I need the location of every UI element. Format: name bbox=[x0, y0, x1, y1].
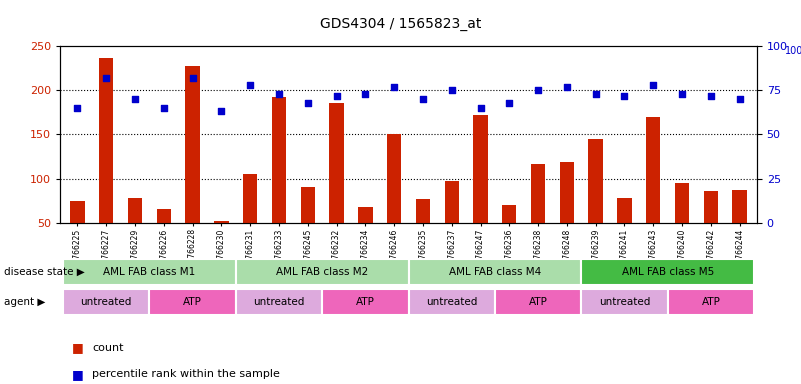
Bar bbox=[416, 199, 430, 223]
Bar bbox=[582, 259, 754, 285]
Text: untreated: untreated bbox=[426, 297, 477, 308]
Bar bbox=[589, 139, 603, 223]
Bar bbox=[618, 198, 632, 223]
Bar bbox=[272, 97, 286, 223]
Point bbox=[301, 99, 314, 106]
Bar bbox=[473, 115, 488, 223]
Point bbox=[676, 91, 689, 97]
Point bbox=[733, 96, 746, 102]
Bar bbox=[582, 290, 668, 315]
Text: GDS4304 / 1565823_at: GDS4304 / 1565823_at bbox=[320, 17, 481, 31]
Text: AML FAB class M1: AML FAB class M1 bbox=[103, 266, 195, 277]
Point bbox=[445, 87, 458, 93]
Point bbox=[532, 87, 545, 93]
Point bbox=[272, 91, 285, 97]
Text: ATP: ATP bbox=[183, 297, 202, 308]
Bar bbox=[149, 290, 235, 315]
Point bbox=[359, 91, 372, 97]
Bar bbox=[99, 58, 114, 223]
Text: ATP: ATP bbox=[702, 297, 720, 308]
Point bbox=[618, 93, 631, 99]
Text: ATP: ATP bbox=[356, 297, 375, 308]
Point bbox=[100, 75, 113, 81]
Bar bbox=[235, 259, 409, 285]
Point bbox=[503, 99, 516, 106]
Bar bbox=[185, 66, 199, 223]
Text: ATP: ATP bbox=[529, 297, 548, 308]
Point bbox=[704, 93, 717, 99]
Text: percentile rank within the sample: percentile rank within the sample bbox=[92, 369, 280, 379]
Point bbox=[128, 96, 141, 102]
Bar bbox=[445, 181, 459, 223]
Bar bbox=[387, 134, 401, 223]
Bar bbox=[560, 162, 574, 223]
Bar bbox=[127, 198, 142, 223]
Bar bbox=[329, 104, 344, 223]
Bar bbox=[243, 174, 257, 223]
Bar bbox=[646, 117, 661, 223]
Text: untreated: untreated bbox=[80, 297, 132, 308]
Point bbox=[330, 93, 343, 99]
Point bbox=[157, 105, 170, 111]
Bar bbox=[214, 221, 228, 223]
Point bbox=[590, 91, 602, 97]
Bar bbox=[703, 191, 718, 223]
Bar bbox=[63, 259, 235, 285]
Text: count: count bbox=[92, 343, 123, 353]
Point bbox=[186, 75, 199, 81]
Point bbox=[561, 84, 574, 90]
Bar bbox=[502, 205, 517, 223]
Point bbox=[71, 105, 84, 111]
Text: disease state ▶: disease state ▶ bbox=[4, 266, 85, 277]
Bar bbox=[70, 200, 85, 223]
Bar bbox=[409, 259, 582, 285]
Bar bbox=[732, 190, 747, 223]
Point bbox=[244, 82, 256, 88]
Text: untreated: untreated bbox=[253, 297, 304, 308]
Bar bbox=[63, 290, 149, 315]
Point bbox=[417, 96, 429, 102]
Bar bbox=[668, 290, 754, 315]
Text: AML FAB class M2: AML FAB class M2 bbox=[276, 266, 368, 277]
Bar bbox=[531, 164, 545, 223]
Point bbox=[474, 105, 487, 111]
Point bbox=[215, 108, 227, 114]
Point bbox=[388, 84, 400, 90]
Text: AML FAB class M5: AML FAB class M5 bbox=[622, 266, 714, 277]
Bar bbox=[409, 290, 495, 315]
Text: agent ▶: agent ▶ bbox=[4, 297, 46, 308]
Bar bbox=[358, 207, 372, 223]
Bar bbox=[235, 290, 322, 315]
Bar bbox=[495, 290, 582, 315]
Bar bbox=[300, 187, 315, 223]
Text: 100%: 100% bbox=[785, 46, 801, 56]
Text: ■: ■ bbox=[72, 341, 84, 354]
Point bbox=[647, 82, 660, 88]
Bar bbox=[322, 290, 409, 315]
Bar bbox=[156, 210, 171, 223]
Text: untreated: untreated bbox=[599, 297, 650, 308]
Text: AML FAB class M4: AML FAB class M4 bbox=[449, 266, 541, 277]
Bar bbox=[675, 183, 690, 223]
Text: ■: ■ bbox=[72, 368, 84, 381]
